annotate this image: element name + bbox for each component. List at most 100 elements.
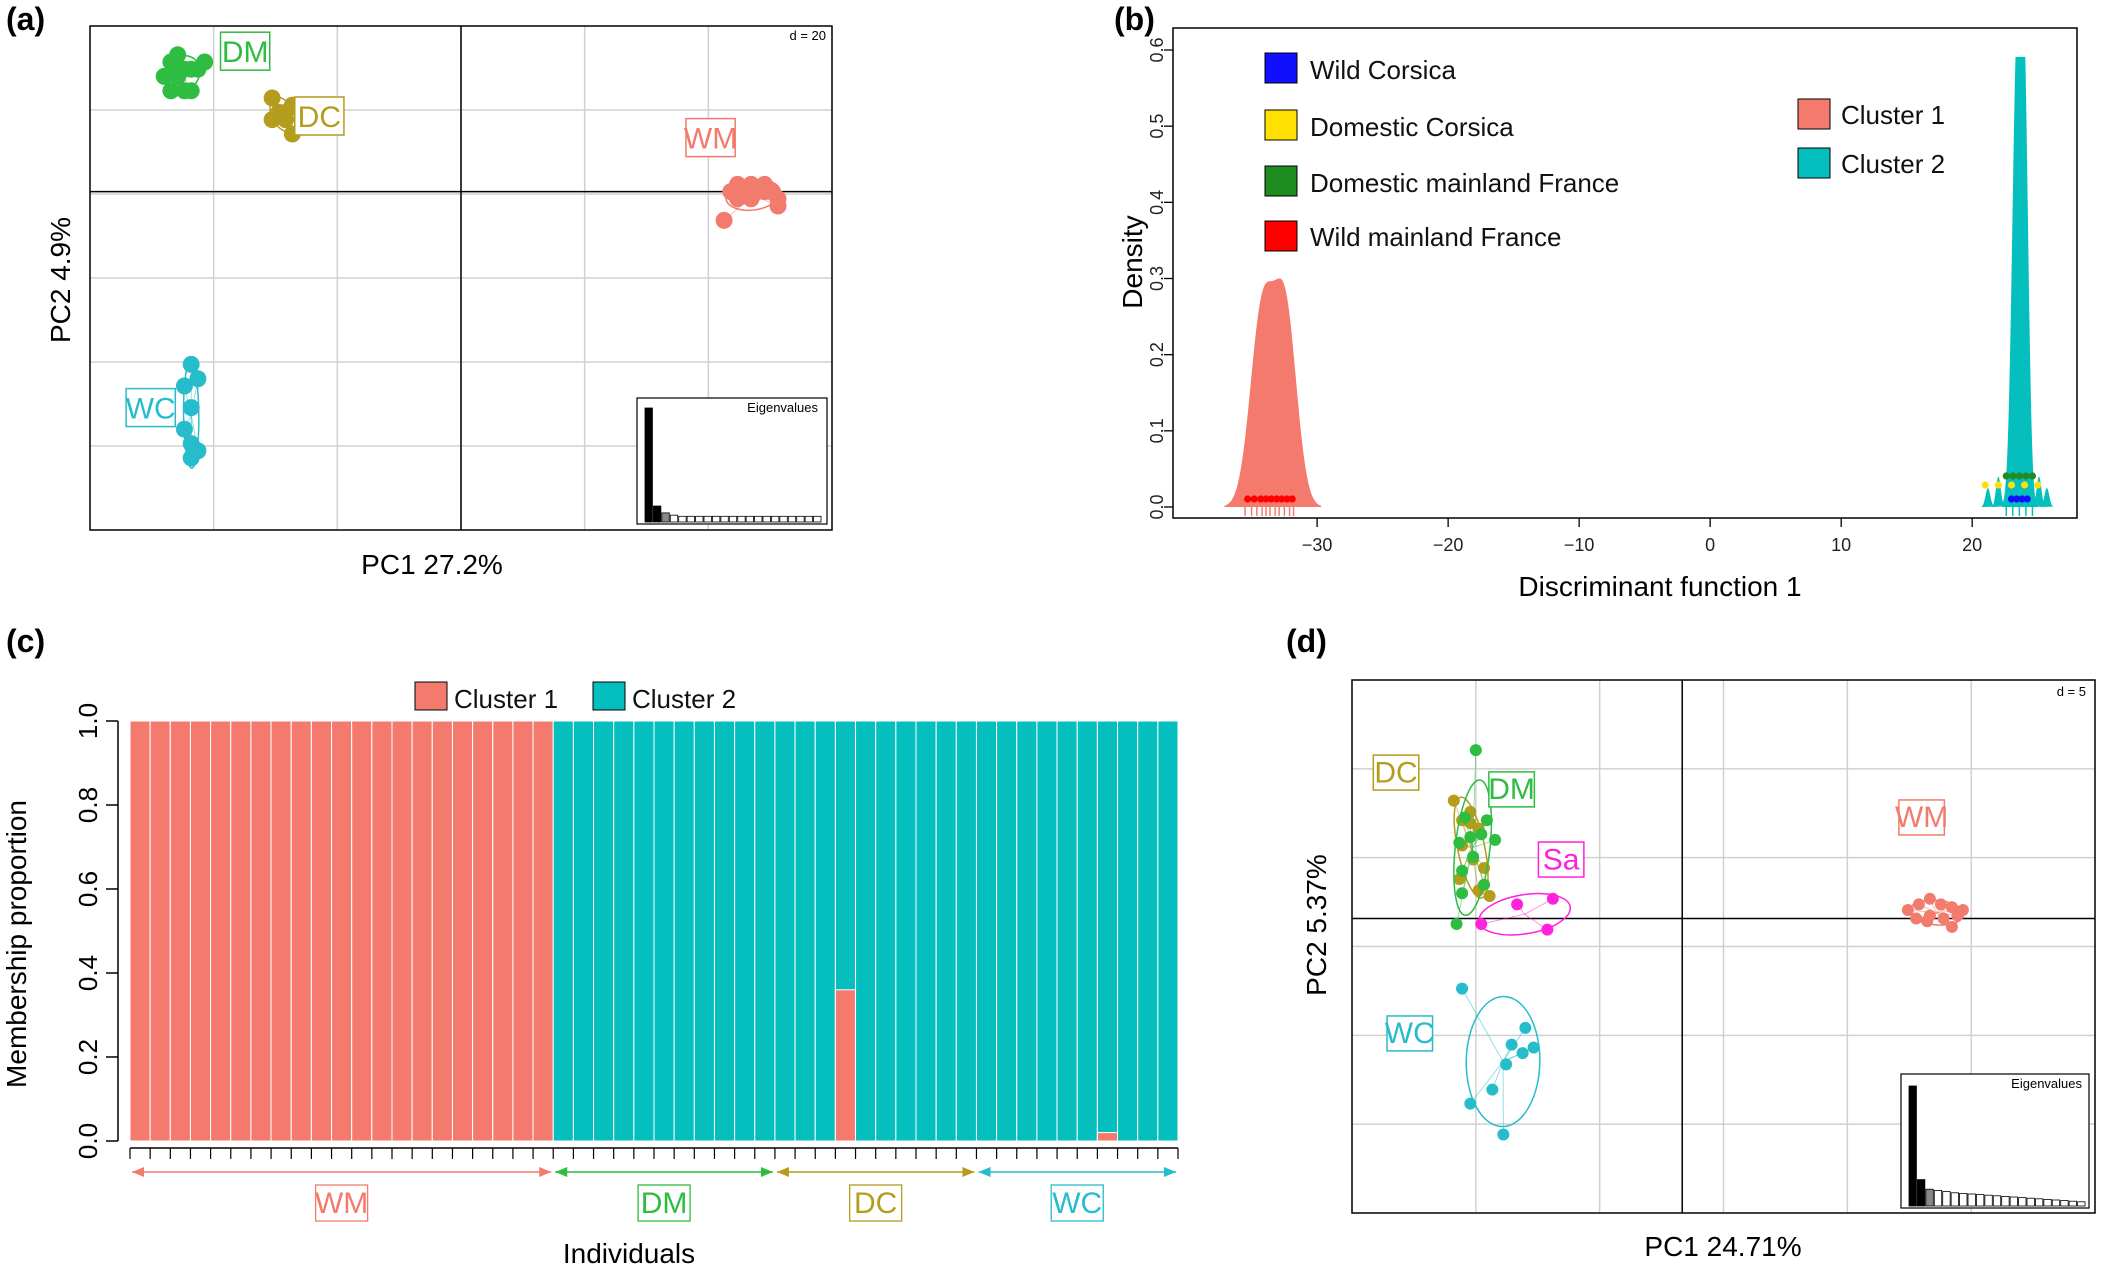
point-WM [742,190,760,208]
point-WC [182,355,200,373]
group-ellipse-WC [1465,995,1541,1128]
bar-cluster2 [633,720,655,1142]
panel-d-frame [1351,679,2096,1214]
eigen-bar [1917,1179,1926,1207]
eigen-bar [678,515,687,523]
star-line-DM [1472,750,1477,848]
bar-cluster2 [1117,720,1139,1142]
point-WM [715,211,733,229]
point-DM [169,67,187,85]
point-WM [1912,898,1925,911]
bar-cluster2 [613,720,635,1142]
panel-b-density [1224,56,2054,508]
density-cluster-2 [2002,56,2038,508]
eigen-bar [695,515,704,523]
bar-cluster1 [472,720,494,1142]
x-tick-label: 0 [1705,535,1715,555]
bar-cluster2 [734,720,756,1142]
bar-cluster1 [331,720,353,1142]
group-label-WC: WC [1385,1017,1435,1050]
panel-c-bars [129,720,1179,1142]
bar-cluster2 [975,720,998,1142]
bar-cluster2 [693,720,715,1142]
point-wild-mainland [1278,495,1286,503]
eigen-bar [2026,1197,2035,1207]
legend-swatch-wild-corsica [1264,52,1298,84]
legend-label-wild-mainland: Wild mainland France [1310,222,1561,252]
panel-c-axes: 0.0 0.2 0.4 0.6 0.8 1.0 [73,703,1179,1159]
arrow-head-right-WC [1164,1167,1176,1177]
group-WM: WM [1895,799,1969,933]
eigen-bar [1959,1193,1968,1207]
legend-swatch-cluster1-c [414,681,448,711]
y-tick-label: 0.2 [1147,342,1167,367]
eigen-bar [2068,1200,2077,1207]
point-wild-corsica [2023,495,2031,503]
bar-cluster1 [129,720,151,1142]
point-DM [1456,864,1469,877]
group-DM: DM [1450,744,1536,931]
point-WC [1497,1128,1510,1141]
eigen-bar [779,515,788,523]
density-cluster-1 [1224,278,1322,507]
bar-cluster2 [1056,720,1078,1142]
group-label-box-WC [1386,1015,1434,1052]
x-tick-label: −10 [1564,535,1595,555]
y-tick-label: 0.8 [73,787,103,823]
point-domestic-corsica [2007,481,2016,489]
point-WC [1519,1021,1532,1034]
legend-swatch-cluster1-b [1797,98,1831,130]
panel-a-inset-title: Eigenvalues [747,400,818,415]
point-WC [1456,982,1469,995]
point-domestic-corsica [2034,481,2042,489]
y-tick-label: 0.0 [73,1123,103,1159]
eigen-bar [1992,1195,2002,1207]
eigen-bar [762,515,771,523]
point-domestic-mainland [2009,472,2017,480]
point-DC [1447,794,1460,807]
point-Sa [1475,918,1488,931]
eigen-bar [720,515,729,523]
group-WC: WC [125,355,207,469]
bar-cluster2 [1076,720,1098,1142]
bar-cluster2 [1157,720,1179,1142]
point-wild-mainland [1262,495,1270,503]
y-tick-label: 0.6 [73,871,103,907]
bar-cluster1 [431,720,453,1142]
eigen-bar [712,515,721,523]
bar-cluster1 [492,720,514,1142]
bar-cluster2 [875,720,897,1142]
eigen-bar [796,515,805,523]
point-DC [277,111,295,129]
eigen-bar [1976,1194,1985,1207]
eigen-bar [1908,1085,1917,1207]
density-bump [2032,476,2046,507]
group-DM: DM [155,31,271,100]
panel-label-c: (c) [6,623,45,659]
y-tick-label: 0.5 [1147,114,1167,139]
panel-c-xlabel: Individuals [563,1238,695,1269]
bar-cluster2 [653,720,675,1142]
panel-d-inset-title: Eigenvalues [2011,1076,2082,1091]
y-tick-label: 0.4 [1147,190,1167,215]
panel-a-xlabel: PC1 27.2% [361,549,503,580]
panel-b-frame [1172,27,2078,519]
point-wild-mainland [1283,495,1291,503]
point-WM [729,190,747,208]
arrow-head-right-DM [760,1167,773,1177]
arrow-head-left-DC [776,1167,789,1177]
eigen-bar [745,515,754,523]
group-label-DC: DC [298,101,341,134]
eigen-bar [737,515,746,523]
legend-label-cluster1-b: Cluster 1 [1841,100,1945,130]
point-WM [1945,920,1958,933]
eigen-bar [813,515,822,523]
point-WC [1516,1047,1529,1060]
bar-cluster2 [996,720,1018,1142]
point-WC [1464,1097,1477,1110]
panel-b-ylabel: Density [1117,215,1148,308]
point-domestic-mainland [2028,472,2037,480]
group-label-box-DM [637,1184,691,1222]
panel-b-legend-right: Cluster 1 Cluster 2 [1797,98,1945,179]
eigen-bar [2051,1199,2061,1207]
